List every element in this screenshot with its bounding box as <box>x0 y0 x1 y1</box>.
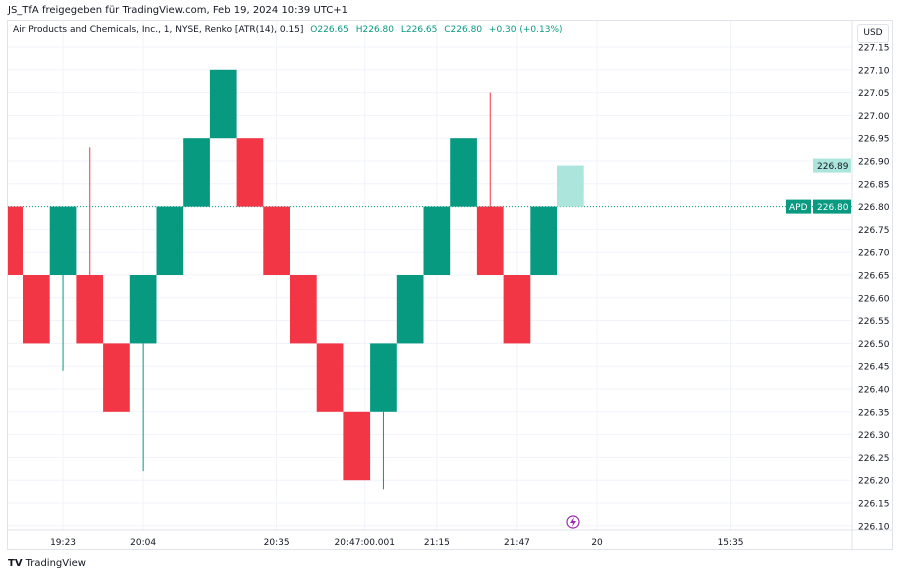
price-tick-label: 226.20 <box>858 477 890 487</box>
currency-button[interactable]: USD <box>857 24 889 43</box>
renko-brick-up <box>129 275 157 344</box>
renko-brick-up <box>396 275 424 344</box>
price-tick-label: 227.05 <box>858 89 890 99</box>
price-tick-label: 226.70 <box>858 249 890 259</box>
time-tick-label: 21:47 <box>504 538 530 548</box>
price-tick-label: 227.15 <box>858 44 890 54</box>
legend-change: +0.30 (+0.13%) <box>488 25 563 35</box>
renko-brick-up <box>183 138 210 207</box>
renko-brick-down <box>290 275 317 344</box>
price-tick-label: 226.50 <box>858 340 890 350</box>
price-tick-label: 226.30 <box>858 431 890 441</box>
last-price-label: 226.80 <box>817 203 849 213</box>
renko-brick-down <box>316 343 344 412</box>
time-tick-label: 15:35 <box>718 538 744 548</box>
tradingview-logo-icon: TV <box>8 558 23 569</box>
time-tick-label: 19:23 <box>50 538 76 548</box>
price-tick-label: 226.55 <box>858 317 890 327</box>
renko-brick-down <box>476 206 504 275</box>
renko-brick-down <box>76 275 104 344</box>
symbol-badge <box>786 199 811 214</box>
time-tick-label: 20:35 <box>264 538 290 548</box>
price-tick-label: 226.75 <box>858 226 890 236</box>
price-tick-label: 226.85 <box>858 180 890 190</box>
projected-brick <box>557 165 584 207</box>
legend-low: L226.65 <box>400 25 438 35</box>
brand-name: TradingView <box>25 558 86 569</box>
renko-brick-up <box>209 69 237 139</box>
price-tick-label: 226.65 <box>858 272 890 282</box>
price-tick-label: 226.35 <box>858 408 890 418</box>
price-tick-label: 226.25 <box>858 454 890 464</box>
projected-price-badge <box>813 158 851 173</box>
symbol-legend: Air Products and Chemicals, Inc., 1, NYS… <box>13 25 563 35</box>
price-tick-label: 226.15 <box>858 500 890 510</box>
footer-brand: TV TradingView <box>8 558 86 569</box>
last-price-badge <box>813 199 851 214</box>
renko-brick-down <box>23 275 50 344</box>
renko-brick-up <box>450 138 477 207</box>
price-tick-label: 226.95 <box>858 135 890 145</box>
time-tick-label: 20 <box>591 538 603 548</box>
renko-brick-up <box>423 206 451 275</box>
symbol-label: APD <box>789 203 808 213</box>
price-tick-label: 226.45 <box>858 363 890 373</box>
bricks <box>8 69 584 490</box>
price-tick-label: 226.90 <box>858 158 890 168</box>
renko-brick-down <box>236 138 264 207</box>
time-tick-label: 20:04 <box>130 538 156 548</box>
time-tick-label: 20:47:00.001 <box>335 538 395 548</box>
renko-brick-down <box>103 343 130 412</box>
legend-open: O226.65 <box>310 25 349 35</box>
projected-price-label: 226.89 <box>817 162 849 172</box>
price-tick-label: 226.80 <box>858 203 890 213</box>
price-tick-label: 226.10 <box>858 522 890 532</box>
renko-brick-up <box>370 343 397 412</box>
legend-high: H226.80 <box>355 25 394 35</box>
renko-brick-down <box>8 206 24 275</box>
lightning-bolt-icon <box>570 517 576 527</box>
price-tick-label: 227.10 <box>858 66 890 76</box>
renko-brick-up <box>156 206 184 275</box>
legend-title: Air Products and Chemicals, Inc., 1, NYS… <box>13 25 304 35</box>
renko-brick-up <box>49 206 77 275</box>
price-tick-label: 226.60 <box>858 294 890 304</box>
chart-frame <box>7 20 893 550</box>
renko-brick-down <box>343 411 371 481</box>
renko-brick-down <box>503 275 531 344</box>
share-caption: JS_TfA freigegeben für TradingView.com, … <box>8 5 349 16</box>
renko-brick-down <box>263 206 290 275</box>
legend-close: C226.80 <box>444 25 483 35</box>
time-tick-label: 21:15 <box>424 538 450 548</box>
price-tick-label: 226.40 <box>858 386 890 396</box>
price-tick-label: 227.00 <box>858 112 890 122</box>
renko-brick-up <box>530 206 557 275</box>
